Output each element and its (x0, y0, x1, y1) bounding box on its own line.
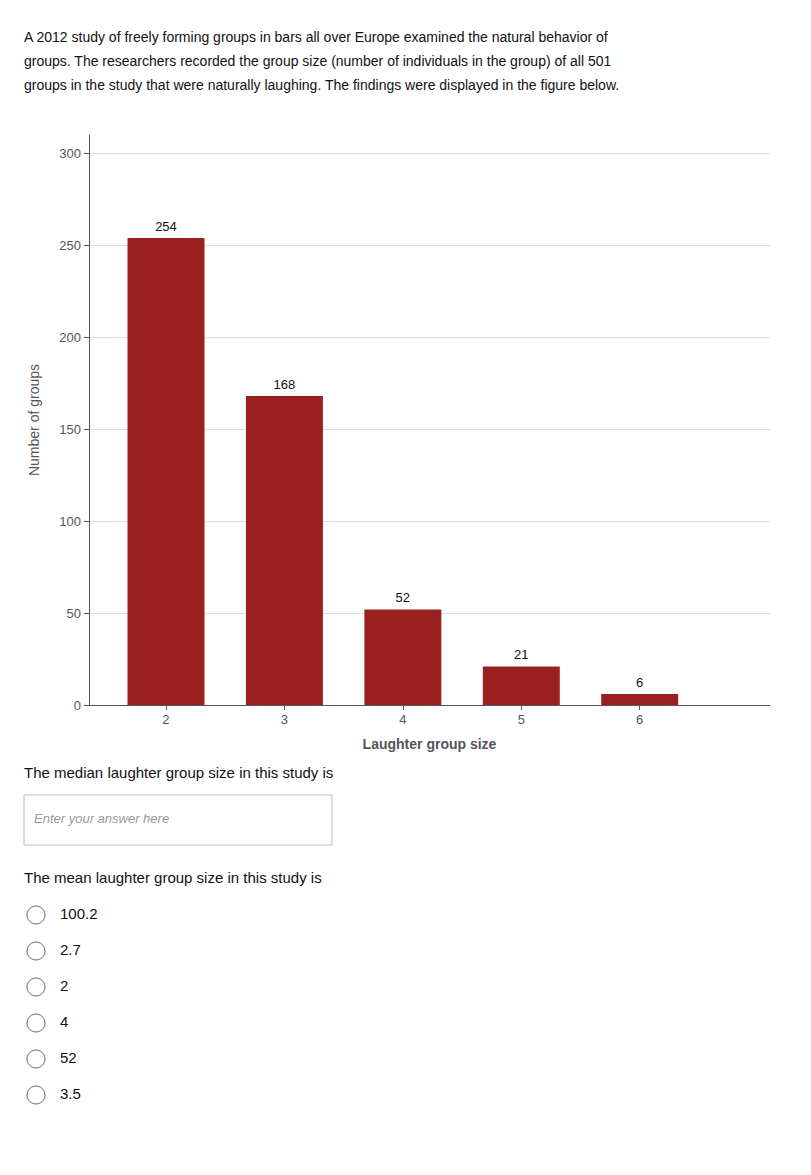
svg-text:52: 52 (60, 1049, 77, 1066)
svg-text:5: 5 (518, 712, 525, 727)
svg-text:168: 168 (274, 377, 296, 392)
svg-text:2: 2 (60, 977, 68, 994)
svg-text:3.5: 3.5 (60, 1085, 81, 1102)
svg-text:Laughter group size: Laughter group size (363, 736, 497, 752)
svg-text:50: 50 (67, 606, 81, 621)
svg-text:Number of groups: Number of groups (26, 364, 42, 476)
svg-text:300: 300 (59, 146, 81, 161)
svg-text:groups. The researchers record: groups. The researchers recorded the gro… (24, 53, 612, 69)
svg-text:0: 0 (74, 698, 81, 713)
svg-text:200: 200 (59, 330, 81, 345)
svg-text:6: 6 (636, 712, 643, 727)
svg-text:Enter your answer here: Enter your answer here (34, 811, 169, 826)
svg-text:250: 250 (59, 238, 81, 253)
svg-text:groups in the study that were: groups in the study that were naturally … (24, 77, 619, 93)
svg-text:A 2012 study of freely forming: A 2012 study of freely forming groups in… (24, 29, 608, 45)
svg-text:2: 2 (162, 712, 169, 727)
svg-text:100.2: 100.2 (60, 905, 98, 922)
svg-text:2.7: 2.7 (60, 941, 81, 958)
svg-text:4: 4 (399, 712, 406, 727)
svg-text:3: 3 (281, 712, 288, 727)
svg-text:The mean laughter group size i: The mean laughter group size in this stu… (24, 869, 322, 886)
svg-text:52: 52 (396, 590, 410, 605)
svg-text:254: 254 (155, 219, 177, 234)
svg-text:6: 6 (636, 675, 643, 690)
svg-text:4: 4 (60, 1013, 68, 1030)
svg-text:100: 100 (59, 514, 81, 529)
svg-text:150: 150 (59, 422, 81, 437)
svg-text:The median laughter group size: The median laughter group size in this s… (24, 764, 333, 781)
svg-text:21: 21 (514, 647, 528, 662)
